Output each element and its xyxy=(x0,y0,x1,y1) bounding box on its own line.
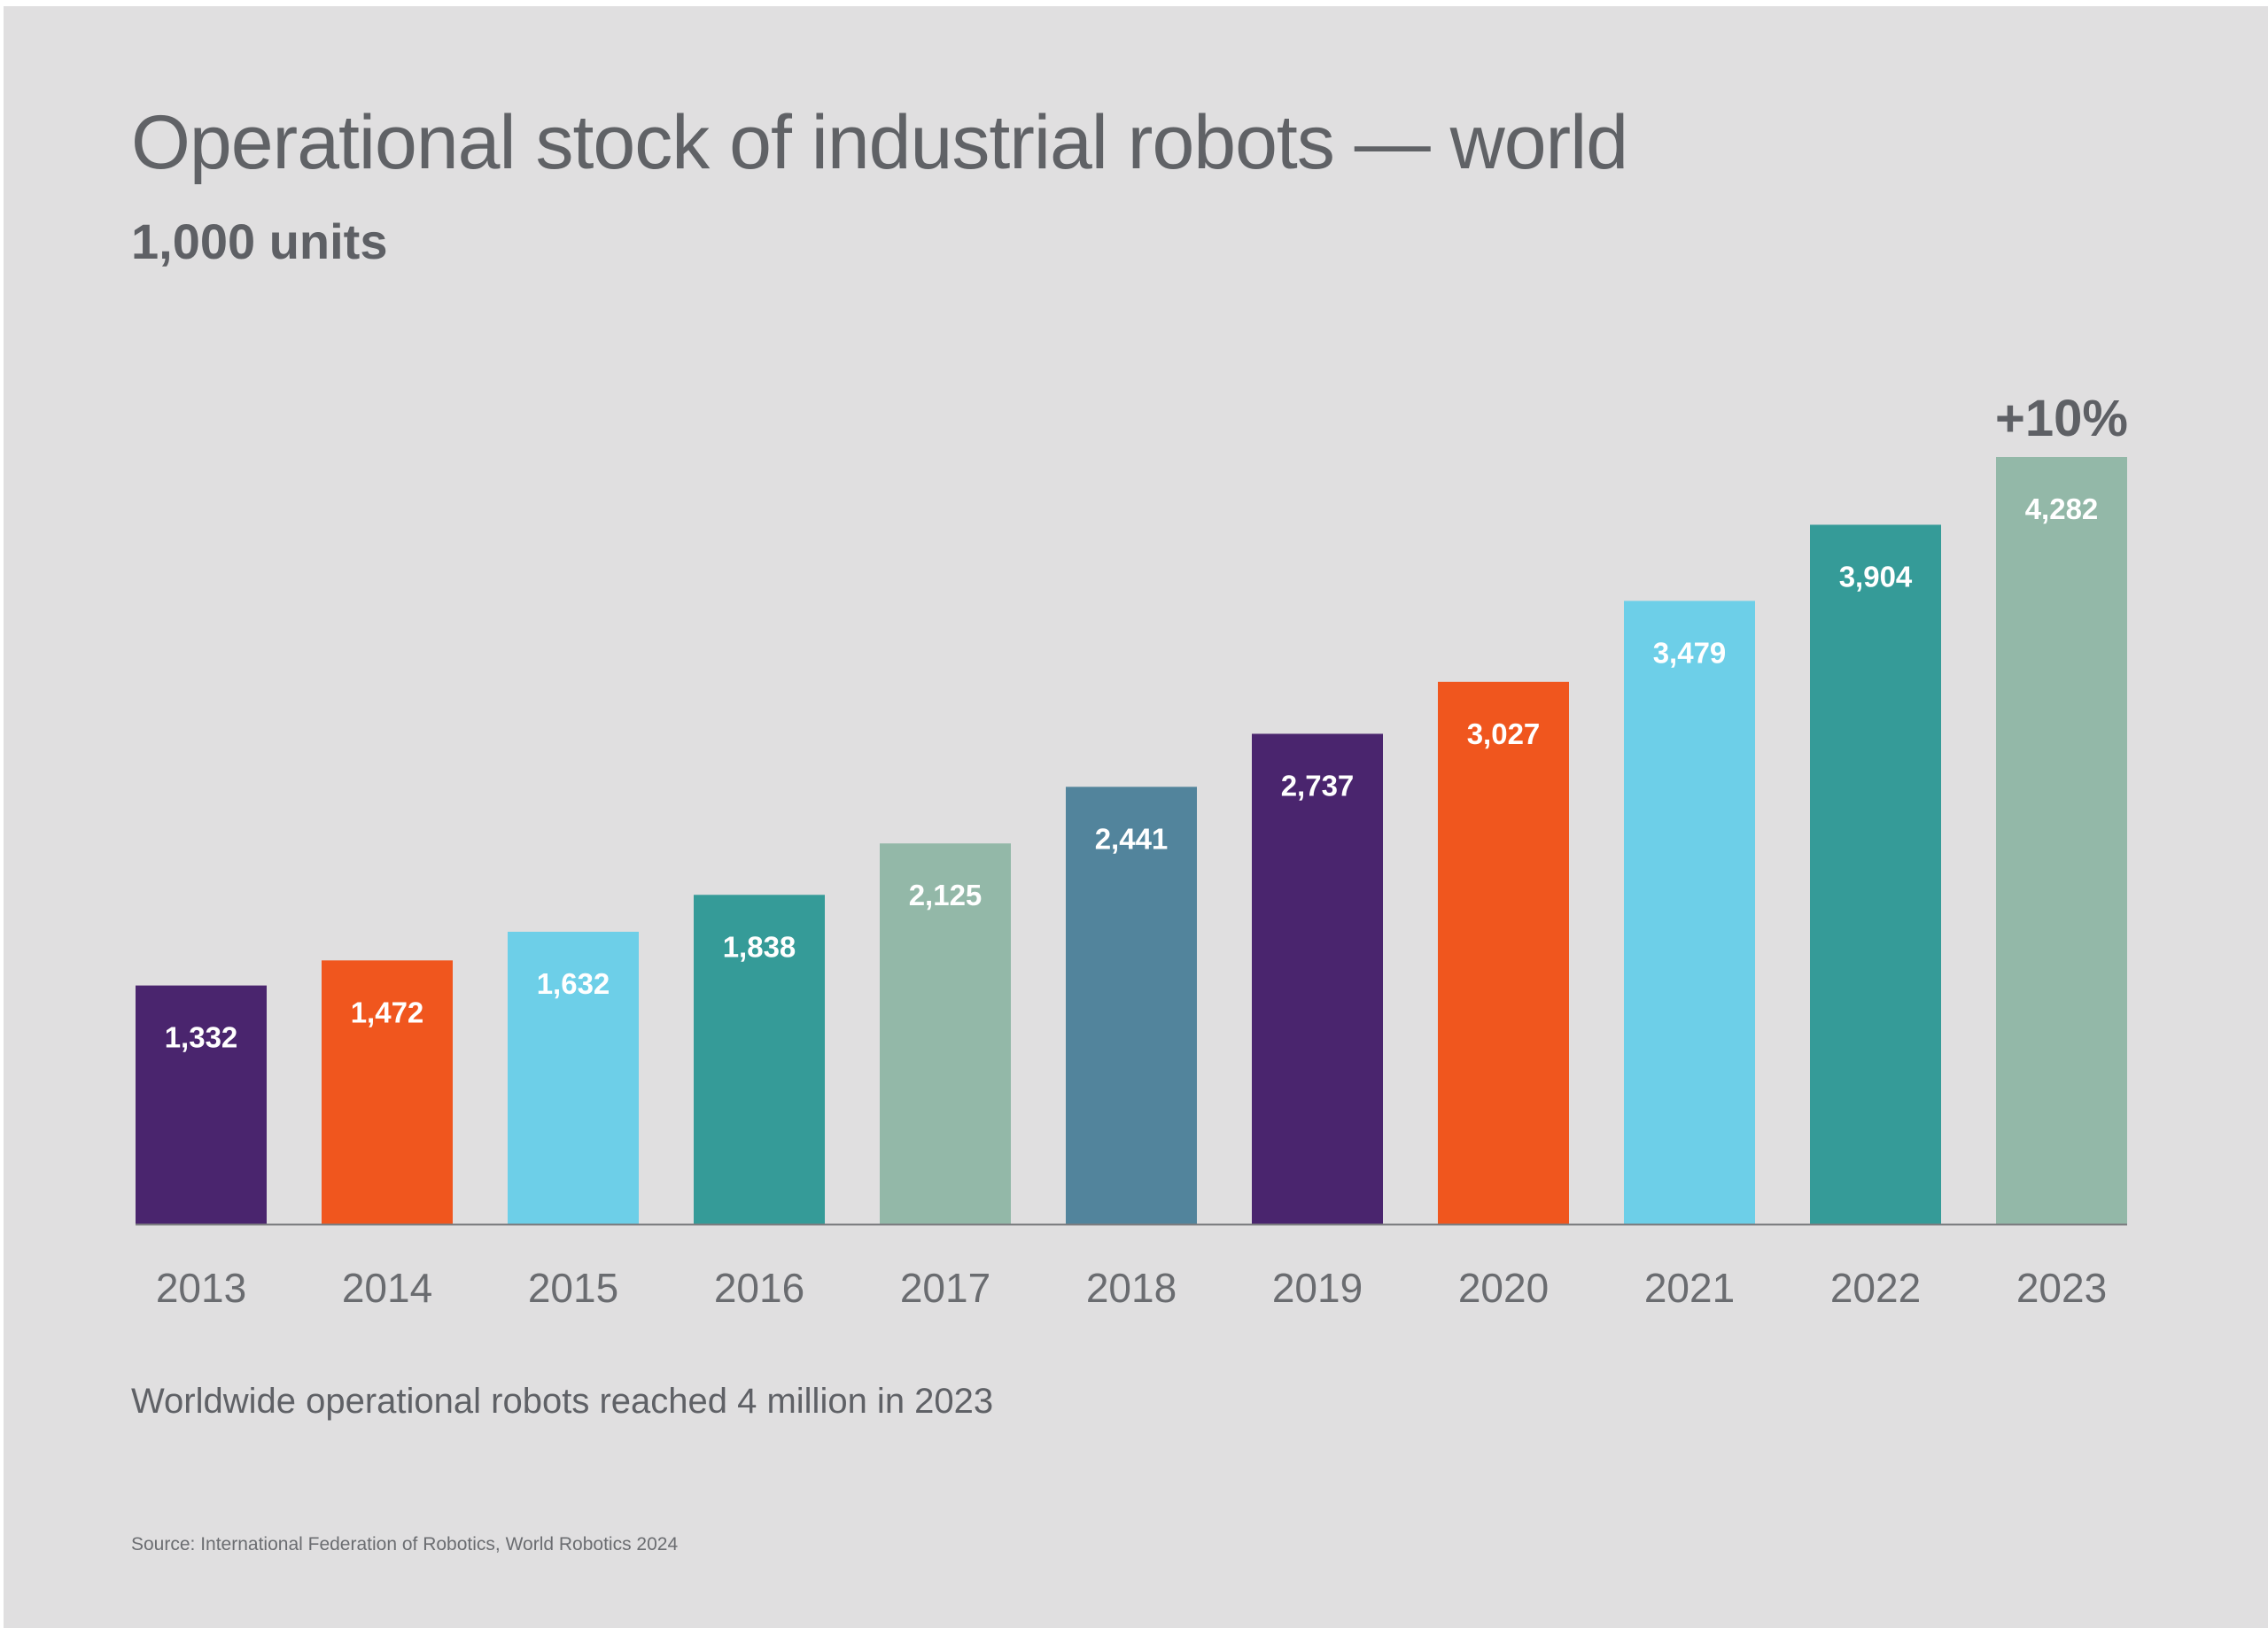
x-tick-label-2020: 2020 xyxy=(1458,1265,1549,1311)
x-tick-label-2019: 2019 xyxy=(1272,1265,1363,1311)
value-label-2022: 3,904 xyxy=(1839,560,1913,593)
x-tick-label-2021: 2021 xyxy=(1644,1265,1735,1311)
value-label-2019: 2,737 xyxy=(1281,769,1355,802)
x-tick-label-2013: 2013 xyxy=(156,1265,246,1311)
bar-2018 xyxy=(1066,787,1197,1224)
bar-2014 xyxy=(322,960,453,1224)
value-label-2015: 1,632 xyxy=(537,967,610,1000)
value-label-2021: 3,479 xyxy=(1653,636,1727,669)
annotations-group: +10% xyxy=(1995,390,2128,447)
bar-2021 xyxy=(1624,601,1755,1224)
bar-2013 xyxy=(136,985,267,1224)
value-label-2017: 2,125 xyxy=(909,879,983,911)
chart-title: Operational stock of industrial robots —… xyxy=(131,100,1628,185)
x-tick-label-2016: 2016 xyxy=(714,1265,804,1311)
source-note: Source: International Federation of Robo… xyxy=(131,1534,679,1554)
bar-2015 xyxy=(508,931,639,1224)
chart-subtitle-units: 1,000 units xyxy=(131,213,388,269)
value-label-2014: 1,472 xyxy=(351,996,424,1028)
bar-2022 xyxy=(1810,524,1941,1224)
x-tick-label-2017: 2017 xyxy=(900,1265,990,1311)
bar-2017 xyxy=(880,843,1011,1224)
value-label-2023: 4,282 xyxy=(2025,492,2099,525)
value-label-2016: 1,838 xyxy=(723,930,796,963)
chart-caption: Worldwide operational robots reached 4 m… xyxy=(131,1382,994,1421)
bar-2016 xyxy=(694,895,825,1224)
bar-2020 xyxy=(1438,681,1569,1224)
value-label-2013: 1,332 xyxy=(165,1021,238,1054)
x-tick-label-2015: 2015 xyxy=(528,1265,618,1311)
x-tick-label-2022: 2022 xyxy=(1830,1265,1921,1311)
bars-group xyxy=(136,457,2127,1224)
bar-2019 xyxy=(1252,733,1383,1224)
growth-annotation: +10% xyxy=(1995,390,2128,447)
value-label-2020: 3,027 xyxy=(1467,717,1541,750)
x-tick-labels-group: 2013 2014 2015 2016 2017 2018 2019 2020 2021 2022… xyxy=(156,1265,2107,1311)
value-label-2018: 2,441 xyxy=(1095,822,1169,855)
x-tick-label-2014: 2014 xyxy=(342,1265,432,1311)
bar-2023 xyxy=(1996,457,2127,1224)
value-labels-group: 1,332 1,472 1,632 1,838 2,125 2,441 2,737 3,027… xyxy=(165,492,2099,1054)
x-tick-label-2018: 2018 xyxy=(1086,1265,1177,1311)
x-tick-label-2023: 2023 xyxy=(2016,1265,2107,1311)
